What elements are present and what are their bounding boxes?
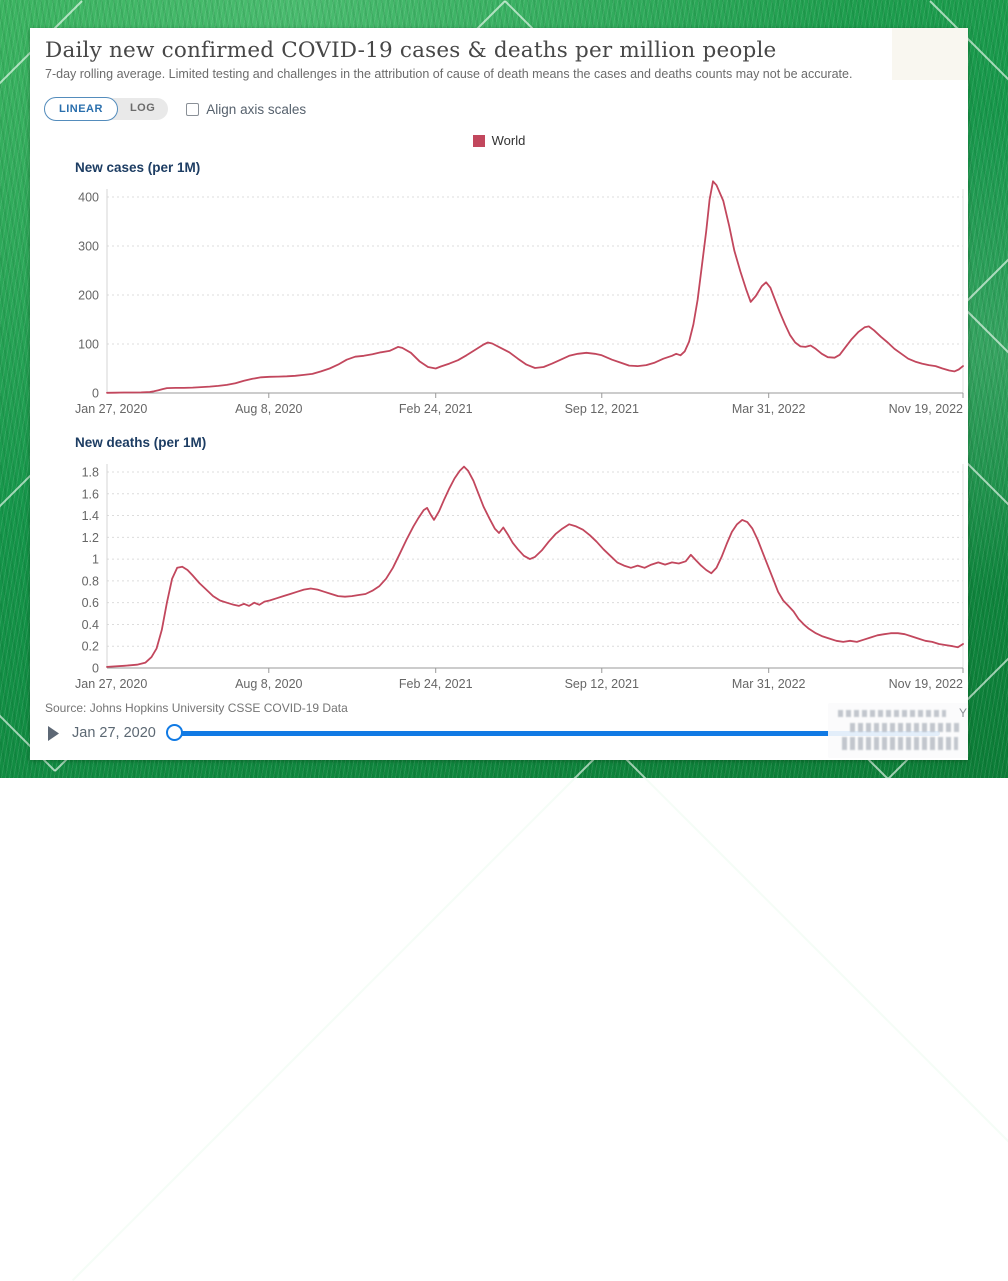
page-subtitle: 7-day rolling average. Limited testing a… [45, 67, 853, 81]
cases-chart[interactable]: 0 100 200 300 400 Jan 27, 2020 Aug 8, 2020 Feb … [75, 177, 965, 423]
y-tick-label: 100 [78, 338, 99, 352]
y-tick-label: 1 [92, 553, 99, 567]
y-tick-label: 200 [78, 289, 99, 303]
x-tick-label: Mar 31, 2022 [732, 402, 806, 416]
page-title: Daily new confirmed COVID-19 cases & dea… [45, 38, 777, 63]
x-tick-label: Feb 24, 2021 [399, 402, 473, 416]
y-tick-label: 0.6 [82, 596, 99, 610]
legend-label-world[interactable]: World [491, 133, 526, 148]
watermark-smudge [850, 723, 962, 732]
legend-swatch-world [472, 134, 485, 147]
x-tick-label: Jan 27, 2020 [75, 677, 147, 691]
play-button[interactable] [48, 725, 62, 741]
play-icon [48, 725, 59, 741]
slider-handle[interactable] [165, 724, 183, 741]
deaths-panel-title: New deaths (per 1M) [75, 435, 207, 450]
x-tick-label: Sep 12, 2021 [565, 677, 639, 691]
timeline-slider[interactable] [165, 724, 940, 742]
cases-panel-title: New cases (per 1M) [75, 160, 201, 175]
x-tick-label: Aug 8, 2020 [235, 677, 302, 691]
timeline: Jan 27, 2020 [45, 724, 953, 742]
align-axis-checkbox[interactable] [186, 102, 200, 116]
y-tick-label: 0 [92, 662, 99, 676]
y-tick-label: 0.8 [82, 574, 99, 588]
watermark-glyph: Y [958, 706, 967, 720]
x-tick-label: Mar 31, 2022 [732, 677, 806, 691]
deaths-chart[interactable]: 0 0.2 0.4 0.6 0.8 1 1.2 1.4 1.6 1.8 Jan 27, 2020 Au… [75, 452, 965, 698]
lattice-line [609, 742, 1008, 1281]
y-tick-label: 1.8 [82, 466, 99, 480]
timeline-start-date: Jan 27, 2020 [72, 725, 156, 741]
watermark-smudge [842, 737, 958, 750]
series-line-world [106, 465, 964, 668]
y-tick-label: 1.4 [82, 509, 99, 523]
watermark-smudge [838, 710, 946, 717]
log-button[interactable]: LOG [129, 102, 156, 114]
x-tick-label: Aug 8, 2020 [235, 402, 302, 416]
y-tick-label: 1.6 [82, 487, 99, 501]
lattice-line [961, 0, 1008, 307]
chart-card: Daily new confirmed COVID-19 cases & dea… [30, 28, 968, 760]
watermark-overlay: Y [828, 703, 968, 758]
x-tick-label: Jan 27, 2020 [75, 402, 147, 416]
y-tick-label: 0 [92, 387, 99, 401]
legend: World [45, 133, 953, 148]
linear-button[interactable]: LINEAR [44, 97, 118, 121]
source-attribution: Source: Johns Hopkins University CSSE CO… [45, 701, 348, 715]
y-tick-label: 400 [78, 191, 99, 205]
align-axis-label[interactable]: Align axis scales [206, 101, 307, 117]
x-tick-label: Feb 24, 2021 [399, 677, 473, 691]
slider-track[interactable] [173, 731, 940, 736]
series-line-world [106, 180, 964, 394]
y-tick-label: 0.2 [82, 640, 99, 654]
scale-toggle: LINEAR LOG [44, 97, 169, 121]
x-tick-label: Sep 12, 2021 [565, 402, 639, 416]
lattice-line [961, 305, 1008, 845]
lattice-line [71, 742, 611, 1281]
corner-tint [892, 28, 968, 80]
x-tick-label: Nov 19, 2022 [889, 677, 963, 691]
y-tick-label: 1.2 [82, 531, 99, 545]
y-tick-label: 0.4 [82, 618, 99, 632]
x-tick-label: Nov 19, 2022 [889, 402, 963, 416]
y-tick-label: 300 [78, 240, 99, 254]
